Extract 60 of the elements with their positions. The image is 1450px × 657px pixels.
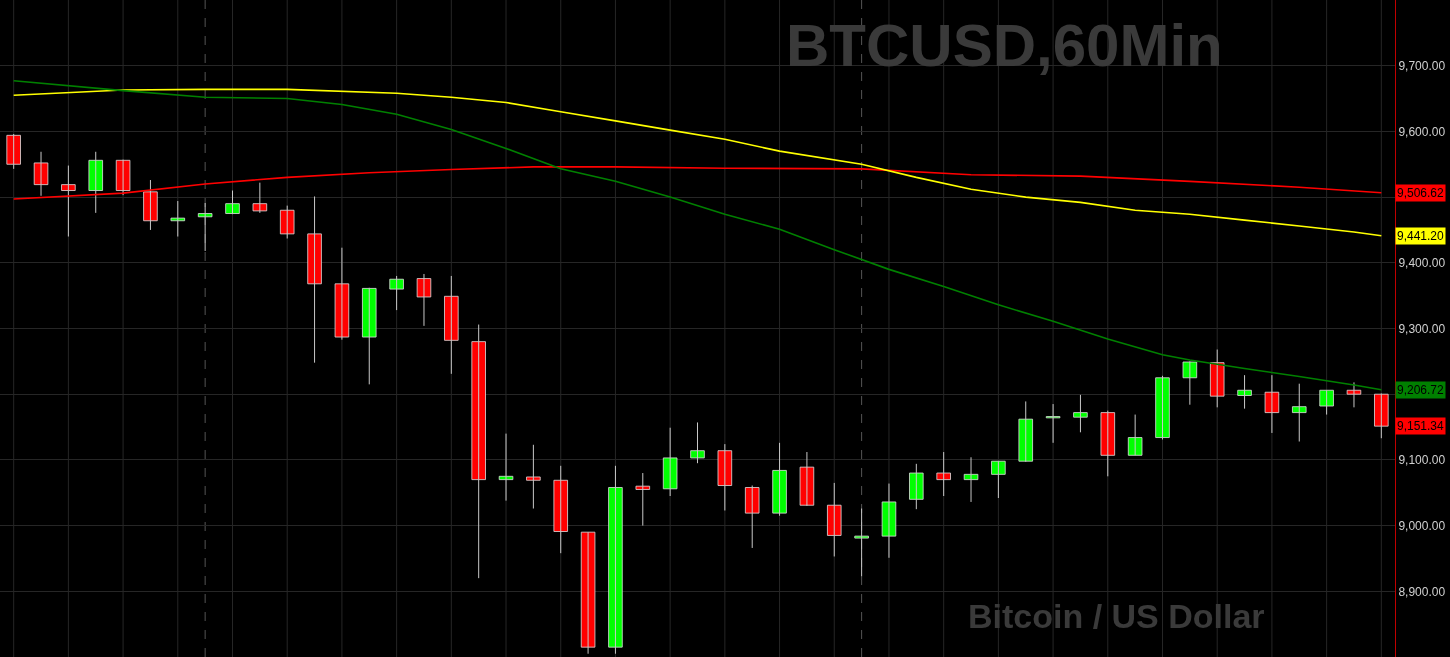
candlestick: [197, 202, 213, 252]
candlestick: [635, 472, 651, 527]
candlestick: [471, 324, 486, 579]
y-tick-label: 8,900.00: [1398, 584, 1446, 599]
candlestick: [1018, 400, 1033, 463]
candlestick: [1292, 383, 1307, 442]
candlestick: [1209, 349, 1225, 408]
line-series: [12, 80, 1383, 391]
candlestick: [608, 465, 623, 655]
candlestick: [936, 451, 951, 497]
candlestick: [170, 200, 186, 238]
line-series: [12, 88, 1383, 237]
candlestick: [553, 465, 568, 554]
candlestick: [690, 421, 705, 464]
candlestick: [1346, 381, 1362, 408]
candlestick: [362, 287, 377, 385]
candlestick: [799, 451, 815, 507]
candlestick: [1100, 410, 1116, 477]
candlestick: [662, 427, 678, 497]
candlestick: [334, 247, 350, 341]
candlestick: [580, 531, 596, 655]
candlestick: [1237, 374, 1252, 410]
candlestick: [717, 443, 733, 511]
candlestick: [854, 508, 869, 577]
candlestick: [1155, 375, 1170, 441]
candlestick: [1374, 393, 1389, 439]
data-label: 9,206.72: [1397, 383, 1445, 397]
candlestick: [1319, 389, 1334, 416]
text: Bitcoin / US Dollar: [968, 597, 1265, 635]
candlestick: [252, 182, 268, 214]
candlestick: [827, 482, 842, 557]
y-tick-label: 9,600.00: [1398, 124, 1446, 139]
y-tick-label: 9,700.00: [1398, 58, 1446, 73]
candlestick: [909, 463, 924, 510]
candlestick: [1127, 414, 1143, 456]
data-label: 9,441.20: [1397, 229, 1445, 243]
candlestick: [389, 275, 404, 311]
candlestick: [1073, 394, 1088, 433]
data-label: 9,506.62: [1397, 186, 1445, 200]
candlestick: [88, 151, 103, 214]
candlestick: [444, 275, 459, 375]
candlestick: [772, 442, 787, 517]
chart-title: BTCUSD,60Min: [786, 12, 1223, 79]
candlestick: [991, 460, 1006, 499]
candlestick: [881, 483, 897, 559]
candlestick: [279, 205, 295, 239]
y-tick-label: 9,400.00: [1398, 256, 1446, 270]
candlestick: [744, 485, 760, 549]
text: 9,151.34: [1397, 419, 1445, 433]
candlestick: [1045, 403, 1061, 444]
y-tick-label: 9,000.00: [1398, 518, 1446, 533]
candlestick: [526, 444, 541, 510]
candlestick: [225, 190, 240, 215]
y-tick-label: 9,300.00: [1398, 321, 1446, 336]
candlestick: [963, 456, 979, 503]
candlestick: [307, 195, 322, 364]
candlestick: [1182, 360, 1198, 406]
candlestick: [6, 133, 21, 170]
y-tick-label: 9,100.00: [1398, 453, 1446, 468]
candlestick: [416, 273, 432, 327]
